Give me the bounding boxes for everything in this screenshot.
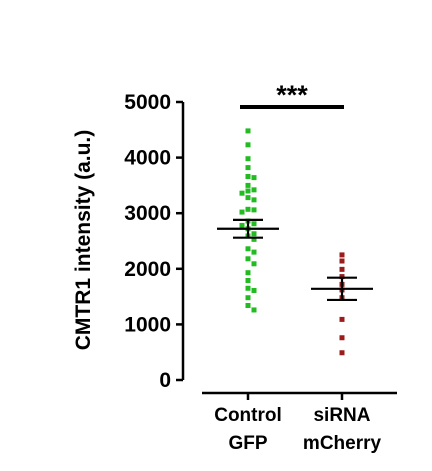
y-axis-title: CMTR1 intensity (a.u.) (72, 130, 95, 351)
data-point (245, 142, 251, 148)
data-point (245, 302, 251, 308)
data-point (251, 197, 257, 203)
y-tick-label: 5000 (124, 91, 171, 114)
data-point (339, 316, 345, 322)
x-category-label: GFP (228, 433, 267, 454)
data-point (251, 175, 257, 181)
data-points (239, 128, 345, 356)
data-point (245, 206, 251, 212)
significance: *** (240, 80, 344, 110)
y-tick-label: 2000 (124, 258, 171, 281)
x-category-label: mCherry (303, 433, 382, 454)
data-point (239, 222, 245, 228)
data-point (245, 165, 251, 171)
data-point (251, 221, 257, 227)
data-point (245, 295, 251, 301)
data-point (251, 231, 257, 237)
data-point (239, 190, 245, 196)
data-point (245, 277, 251, 283)
data-point (251, 287, 257, 293)
significance-label: *** (276, 80, 308, 110)
mean-sem-bars (217, 218, 373, 302)
y-tick-label: 1000 (124, 313, 171, 336)
data-point (339, 252, 345, 258)
data-point (245, 182, 251, 188)
data-point (239, 209, 245, 215)
x-axis: Control GFP siRNA mCherry (202, 391, 397, 454)
data-point (245, 128, 251, 134)
data-point (251, 207, 257, 213)
y-tick-label: 4000 (124, 147, 171, 170)
y-tick-label: 3000 (124, 202, 171, 225)
data-point (245, 195, 251, 201)
x-category-label: Control (214, 405, 282, 426)
data-point (245, 270, 251, 276)
data-point (245, 156, 251, 162)
data-point (251, 249, 257, 255)
x-category-label: siRNA (313, 405, 370, 426)
data-point (339, 258, 345, 264)
data-point (245, 256, 251, 262)
data-point (251, 187, 257, 193)
data-point (339, 266, 345, 272)
data-point (251, 307, 257, 313)
y-tick-label: 0 (159, 369, 171, 392)
data-point (251, 261, 257, 267)
data-point (339, 274, 345, 280)
y-axis: 0 1000 2000 3000 4000 5000 (124, 91, 185, 392)
data-point (251, 236, 257, 242)
data-point (245, 188, 251, 194)
data-point (245, 174, 251, 180)
data-point (245, 246, 251, 252)
data-point (339, 350, 345, 356)
data-point (339, 335, 345, 341)
data-point (245, 285, 251, 291)
